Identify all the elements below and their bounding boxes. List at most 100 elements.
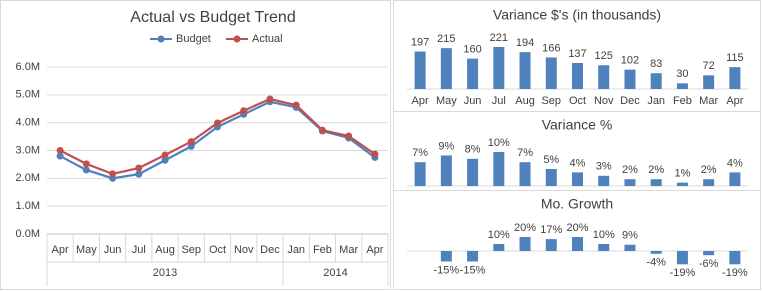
bar <box>414 51 426 89</box>
data-label: -4% <box>646 257 666 269</box>
chart-title: Actual vs Budget Trend <box>130 9 295 26</box>
bar <box>440 48 452 89</box>
bar <box>598 175 610 186</box>
chart-title: Variance % <box>542 117 613 133</box>
group-label: 2013 <box>153 267 177 279</box>
bar <box>545 169 557 186</box>
bar <box>676 251 688 265</box>
data-label: 2% <box>622 164 638 176</box>
data-label: 2% <box>648 164 664 176</box>
chart-title: Mo. Growth <box>541 196 613 212</box>
marker <box>82 166 90 174</box>
data-label: 5% <box>543 154 559 166</box>
marker <box>161 151 169 159</box>
chart-title: Variance $'s (in thousands) <box>493 7 661 23</box>
x-tick-label: Jan <box>647 95 665 107</box>
y-tick-label: 6.0M <box>16 61 40 73</box>
bar <box>467 251 479 262</box>
legend-label: Actual <box>252 33 283 45</box>
group-label: 2014 <box>323 267 347 279</box>
data-label: 20% <box>566 222 588 234</box>
x-tick-label: Feb <box>673 95 692 107</box>
y-tick-label: 5.0M <box>16 89 40 101</box>
x-tick-label: Dec <box>620 95 640 107</box>
bar <box>467 158 479 186</box>
x-tick-label: Mar <box>699 95 718 107</box>
marker <box>240 107 248 115</box>
bar <box>624 69 636 89</box>
x-tick-label: Feb <box>313 244 332 256</box>
bar <box>703 75 715 89</box>
x-tick-label: Sep <box>181 244 201 256</box>
x-tick-label: Sep <box>541 95 561 107</box>
bar <box>624 179 636 186</box>
bar <box>676 182 688 186</box>
bar <box>572 62 583 89</box>
data-label: 8% <box>465 144 481 156</box>
bar <box>729 172 741 186</box>
marker <box>292 101 300 109</box>
data-label: 10% <box>488 229 510 241</box>
panel <box>393 0 761 112</box>
bar <box>440 251 452 262</box>
bar <box>467 58 479 89</box>
bar <box>703 179 715 186</box>
marker <box>82 160 90 168</box>
data-label: 125 <box>595 50 613 62</box>
marker <box>135 164 143 172</box>
x-tick-label: Apr <box>726 95 743 107</box>
data-label: 137 <box>568 48 586 60</box>
data-label: -19% <box>722 267 748 279</box>
y-tick-label: 1.0M <box>16 200 40 212</box>
data-label: 2% <box>701 164 717 176</box>
data-label: -19% <box>670 267 696 279</box>
marker <box>371 150 379 158</box>
bar <box>650 251 662 254</box>
x-tick-label: Aug <box>515 95 535 107</box>
bar <box>729 67 741 89</box>
bar <box>519 162 531 186</box>
marker <box>56 147 64 154</box>
x-tick-label: Nov <box>234 244 254 256</box>
bar <box>598 244 610 251</box>
x-tick-label: Dec <box>260 244 280 256</box>
x-tick-label: Aug <box>155 244 175 256</box>
x-tick-label: Nov <box>594 95 614 107</box>
data-label: 10% <box>488 137 510 149</box>
data-label: 7% <box>412 147 428 159</box>
x-tick-label: Jul <box>492 95 506 107</box>
bar <box>545 57 557 89</box>
x-tick-label: Jul <box>132 244 146 256</box>
x-tick-label: Apr <box>412 95 429 107</box>
bar <box>519 237 531 251</box>
data-label: 4% <box>727 157 743 169</box>
data-label: 4% <box>570 157 586 169</box>
x-tick-label: Jun <box>464 95 482 107</box>
bar <box>703 251 715 256</box>
y-tick-label: 2.0M <box>16 172 40 184</box>
x-tick-label: Mar <box>339 244 358 256</box>
x-tick-label: May <box>436 95 457 107</box>
x-tick-label: Oct <box>209 244 226 256</box>
marker <box>56 152 64 160</box>
data-label: -15% <box>460 264 486 276</box>
data-label: 166 <box>542 42 560 54</box>
marker <box>345 132 353 140</box>
bar <box>676 83 688 89</box>
data-label: 72 <box>703 60 715 72</box>
bar <box>545 239 557 251</box>
marker <box>187 138 195 146</box>
marker <box>109 170 117 178</box>
bar <box>650 73 662 89</box>
bar <box>493 152 505 186</box>
x-tick-label: Jan <box>287 244 305 256</box>
x-tick-label: May <box>76 244 97 256</box>
legend-marker <box>157 35 165 43</box>
data-label: 1% <box>674 168 690 180</box>
legend-marker <box>233 35 241 43</box>
data-label: 20% <box>514 222 536 234</box>
data-label: 10% <box>593 229 615 241</box>
panel <box>393 111 761 191</box>
data-label: 30 <box>676 68 688 80</box>
